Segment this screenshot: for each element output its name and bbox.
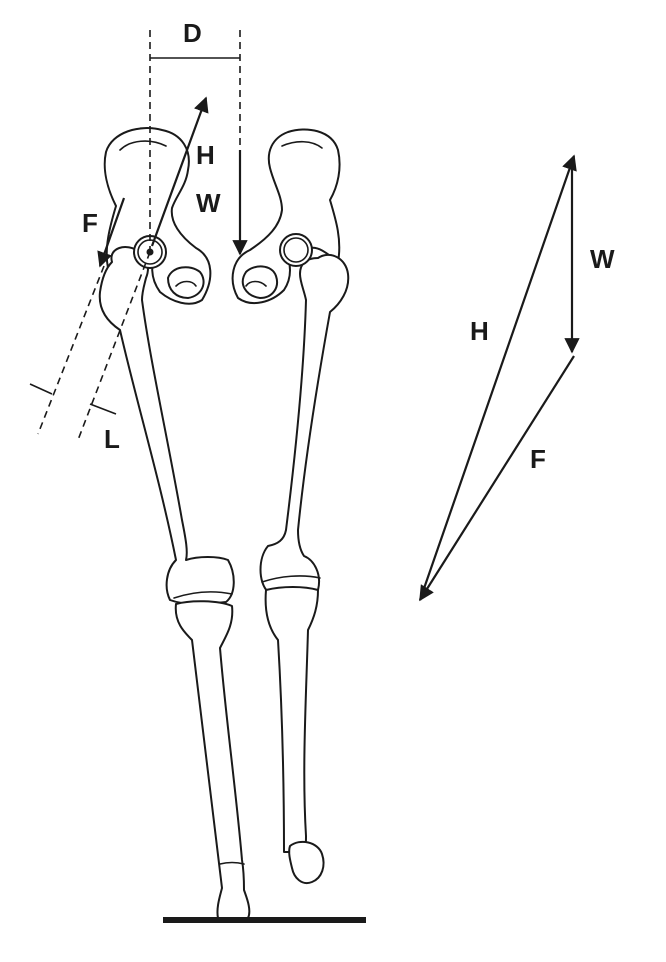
right-tibia	[264, 586, 319, 853]
l-tick-lower	[89, 403, 117, 415]
hip-force-arrow	[150, 96, 209, 247]
label-w-triangle: W	[590, 244, 615, 274]
label-h-triangle: H	[470, 316, 489, 346]
left-tibia	[174, 600, 251, 919]
left-ilium-crest	[119, 140, 167, 151]
right-foot-stump	[288, 840, 325, 884]
left-leg-skeleton	[98, 127, 251, 919]
left-obturator-foramen	[167, 266, 205, 299]
right-ilium	[231, 128, 341, 305]
skeleton-force-vectors	[97, 96, 248, 268]
label-w-leg: W	[196, 188, 221, 218]
force-triangle	[418, 154, 580, 602]
label-l: L	[104, 424, 120, 454]
label-f-triangle: F	[530, 444, 546, 474]
right-femur	[259, 253, 350, 596]
l-tick-upper	[29, 383, 53, 395]
abductor-action-line	[37, 265, 105, 435]
triangle-abductor-force-vector	[419, 355, 575, 602]
abductor-arm-reference-line	[77, 251, 151, 441]
right-leg-skeleton	[231, 128, 350, 884]
label-h-leg: H	[196, 140, 215, 170]
label-f-leg: F	[82, 208, 98, 238]
right-knee-joint-line	[261, 575, 321, 583]
label-d: D	[183, 18, 202, 48]
right-pubis-line	[245, 280, 267, 287]
left-knee-joint-line	[173, 591, 233, 599]
reference-lines	[29, 30, 241, 441]
left-femur	[98, 246, 235, 605]
left-ankle-line	[219, 861, 245, 865]
right-acetabulum-rim	[283, 237, 309, 263]
right-ilium-crest	[281, 140, 323, 149]
left-pubis-line	[175, 280, 197, 287]
triangle-hip-force-vector	[418, 154, 577, 601]
abductor-force-arrow	[97, 197, 126, 268]
